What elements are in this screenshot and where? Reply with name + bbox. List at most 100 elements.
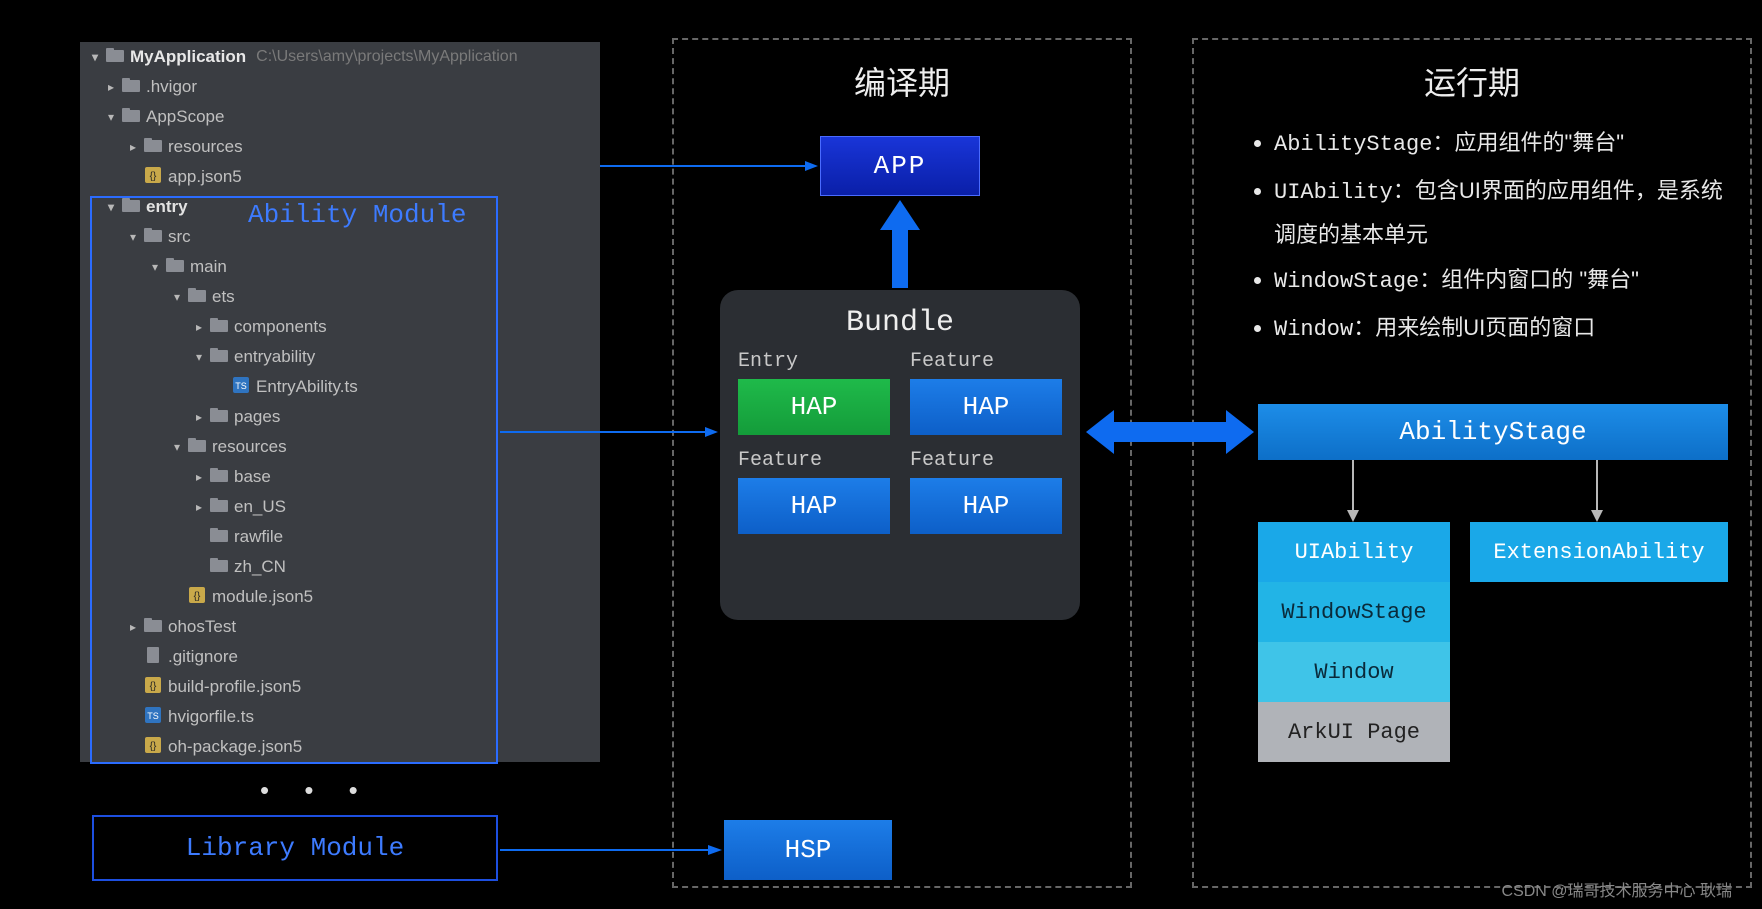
bullet-1: AbilityStage：应用组件的"舞台" (1274, 122, 1740, 166)
hap-label: Feature (910, 350, 1062, 373)
tree-root-row[interactable]: ▾ MyApplication C:\Users\amy\projects\My… (80, 42, 600, 72)
hap-label: Feature (910, 449, 1062, 472)
chevron-icon: ▾ (190, 350, 208, 364)
tree-label: src (168, 227, 191, 247)
folder-icon (120, 107, 142, 127)
folder-icon (208, 407, 230, 427)
tree-row-18[interactable]: ▸ohosTest (80, 612, 600, 642)
tree-row-21[interactable]: TShvigorfile.ts (80, 702, 600, 732)
hsp-label: HSP (785, 835, 832, 865)
folder-icon (208, 347, 230, 367)
runtime-bullets: AbilityStage：应用组件的"舞台" UIAbility：包含UI界面的… (1250, 122, 1740, 355)
tree-row-16[interactable]: zh_CN (80, 552, 600, 582)
arrow-tree-to-app (600, 160, 820, 172)
hap-cell-0: EntryHAP (738, 350, 890, 435)
bullet-3: WindowStage：组件内窗口的 "舞台" (1274, 259, 1740, 303)
hap-label: Entry (738, 350, 890, 373)
ability-stage-box: AbilityStage (1258, 404, 1728, 460)
hap-box: HAP (738, 478, 890, 534)
chevron-icon: ▾ (124, 230, 142, 244)
chevron-icon: ▸ (102, 80, 120, 94)
project-tree-panel: ▾ MyApplication C:\Users\amy\projects\My… (80, 42, 600, 762)
runtime-title: 运行期 (1194, 58, 1750, 104)
tree-row-10[interactable]: TSEntryAbility.ts (80, 372, 600, 402)
hsp-box: HSP (724, 820, 892, 880)
hap-cell-3: FeatureHAP (910, 449, 1062, 534)
chevron-icon: ▸ (124, 140, 142, 154)
extension-label: ExtensionAbility (1493, 540, 1704, 565)
tree-label: rawfile (234, 527, 283, 547)
hap-label: Feature (738, 449, 890, 472)
app-label: APP (874, 151, 927, 181)
library-module-box: Library Module (92, 815, 498, 881)
tree-label: .gitignore (168, 647, 238, 667)
folder-icon (208, 527, 230, 547)
tree-row-0[interactable]: ▸ .hvigor (80, 72, 600, 102)
tree-label: module.json5 (212, 587, 313, 607)
project-icon (104, 47, 126, 67)
arrow-lib-to-hsp (500, 844, 722, 856)
tree-label: .hvigor (146, 77, 197, 97)
folder-icon (142, 227, 164, 247)
folder-icon (208, 317, 230, 337)
root-path: C:\Users\amy\projects\MyApplication (256, 48, 517, 66)
chevron-icon: ▸ (190, 410, 208, 424)
tree-row-19[interactable]: .gitignore (80, 642, 600, 672)
tree-row-6[interactable]: ▾main (80, 252, 600, 282)
window-box: Window (1258, 642, 1450, 702)
folder-icon (120, 197, 142, 217)
hap-cell-1: FeatureHAP (910, 350, 1062, 435)
svg-text:{}: {} (194, 591, 201, 602)
folder-icon (164, 257, 186, 277)
app-box: APP (820, 136, 980, 196)
tree-row-22[interactable]: {}oh-package.json5 (80, 732, 600, 762)
arrow-stage-to-extension (1590, 460, 1604, 522)
runtime-stack: UIAbility WindowStage Window ArkUI Page (1258, 522, 1450, 762)
ellipsis: • • • (260, 775, 372, 806)
watermark: CSDN @瑞哥技术服务中心 耿瑞 (1502, 877, 1732, 901)
tree-label: resources (168, 137, 243, 157)
tree-label: main (190, 257, 227, 277)
tree-row-7[interactable]: ▾ets (80, 282, 600, 312)
tree-label: build-profile.json5 (168, 677, 301, 697)
tree-row-20[interactable]: {} build-profile.json5 (80, 672, 600, 702)
bullet-4: Window：用来绘制UI页面的窗口 (1274, 307, 1740, 351)
tree-row-1[interactable]: ▾AppScope (80, 102, 600, 132)
tree-label: ohosTest (168, 617, 236, 637)
folder-icon (142, 137, 164, 157)
tree-row-9[interactable]: ▾entryability (80, 342, 600, 372)
tree-label: zh_CN (234, 557, 286, 577)
folder-icon (186, 437, 208, 457)
ts-icon: TS (142, 707, 164, 728)
tree-row-13[interactable]: ▸base (80, 462, 600, 492)
tree-label: resources (212, 437, 287, 457)
tree-label: components (234, 317, 327, 337)
tree-label: ets (212, 287, 235, 307)
json-icon: {} (142, 167, 164, 188)
tree-label: en_US (234, 497, 286, 517)
tree-row-14[interactable]: ▸en_US (80, 492, 600, 522)
json-icon: {} (186, 587, 208, 608)
folder-icon (208, 497, 230, 517)
tree-row-2[interactable]: ▸ resources (80, 132, 600, 162)
chevron-down-icon: ▾ (86, 50, 104, 64)
json-icon: {} (142, 737, 164, 758)
tree-row-3[interactable]: {}app.json5 (80, 162, 600, 192)
chevron-icon: ▾ (102, 200, 120, 214)
folder-icon (120, 77, 142, 97)
folder-icon (142, 617, 164, 637)
svg-text:{}: {} (150, 681, 157, 692)
svg-text:TS: TS (235, 381, 247, 391)
tree-label: oh-package.json5 (168, 737, 302, 757)
chevron-icon: ▸ (190, 320, 208, 334)
bundle-box: Bundle EntryHAPFeatureHAPFeatureHAPFeatu… (720, 290, 1080, 620)
tree-label: base (234, 467, 271, 487)
tree-row-15[interactable]: rawfile (80, 522, 600, 552)
bundle-title: Bundle (738, 306, 1062, 340)
extension-ability-box: ExtensionAbility (1470, 522, 1728, 582)
tree-row-17[interactable]: {} module.json5 (80, 582, 600, 612)
arrow-bundle-to-app (880, 200, 920, 288)
tree-row-8[interactable]: ▸ components (80, 312, 600, 342)
hap-cell-2: Feature HAP (738, 449, 890, 534)
arrow-stage-to-uiability (1346, 460, 1360, 522)
